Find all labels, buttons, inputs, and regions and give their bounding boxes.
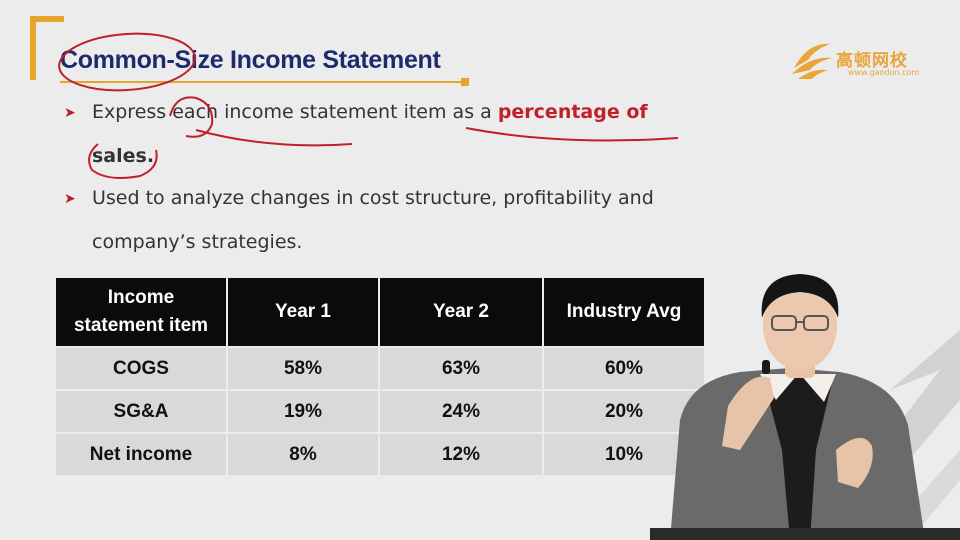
table-cell: 63%: [379, 346, 544, 390]
logo-name: 高顿网校: [836, 51, 908, 71]
table-row: SG&A 19% 24% 20%: [56, 389, 704, 433]
table-cell: COGS: [56, 346, 228, 390]
title-frame-corner: [30, 16, 64, 80]
bullet-arrow-icon: ➤: [64, 191, 76, 207]
title-underline: [60, 81, 464, 83]
microphone-icon: [762, 360, 770, 374]
gaodun-logo-icon: [792, 43, 832, 79]
bullet-2-continuation: company’s strategies.: [92, 231, 303, 253]
table-header-cell: Industry Avg: [543, 278, 704, 347]
table-cell: Net income: [56, 432, 228, 475]
table-header-cell: Year 1: [227, 278, 380, 347]
bullet-1: ➤ Express each income statement item as …: [64, 101, 684, 127]
bullet-arrow-icon: ➤: [64, 105, 76, 121]
logo-url: www.gaodun.com: [848, 68, 920, 77]
bullet-1-text: Express each income statement item as a: [92, 101, 498, 123]
table-header-cell: Year 2: [379, 278, 544, 347]
table-header-cell: Income statement item: [56, 278, 228, 347]
presenter-figure: [650, 274, 960, 540]
bullet-2-text: Used to analyze changes in cost structur…: [92, 187, 654, 209]
table-cell: 24%: [379, 389, 544, 433]
gaodun-logo: 高顿网校 www.gaodun.com: [790, 38, 920, 82]
table-cell: 58%: [227, 346, 380, 390]
table-cell: 20%: [543, 389, 704, 433]
table-cell: 12%: [379, 432, 544, 475]
bullet-1-continuation: sales.: [92, 145, 155, 167]
common-size-table: Income statement item Year 1 Year 2 Indu…: [56, 278, 704, 475]
presenter-video: [650, 274, 960, 540]
bullet-2: ➤ Used to analyze changes in cost struct…: [64, 187, 684, 213]
table-row: Net income 8% 12% 10%: [56, 432, 704, 475]
table-cell: 19%: [227, 389, 380, 433]
bullet-1-emphasis: percentage of: [497, 101, 648, 123]
table-row: COGS 58% 63% 60%: [56, 346, 704, 390]
title-underline-dot: [461, 78, 469, 86]
slide-title: Common-Size Income Statement: [60, 46, 441, 74]
table-cell: 8%: [227, 432, 380, 475]
table-header-row: Income statement item Year 1 Year 2 Indu…: [56, 278, 704, 347]
table-cell: SG&A: [56, 389, 228, 433]
table-cell: 60%: [543, 346, 704, 390]
